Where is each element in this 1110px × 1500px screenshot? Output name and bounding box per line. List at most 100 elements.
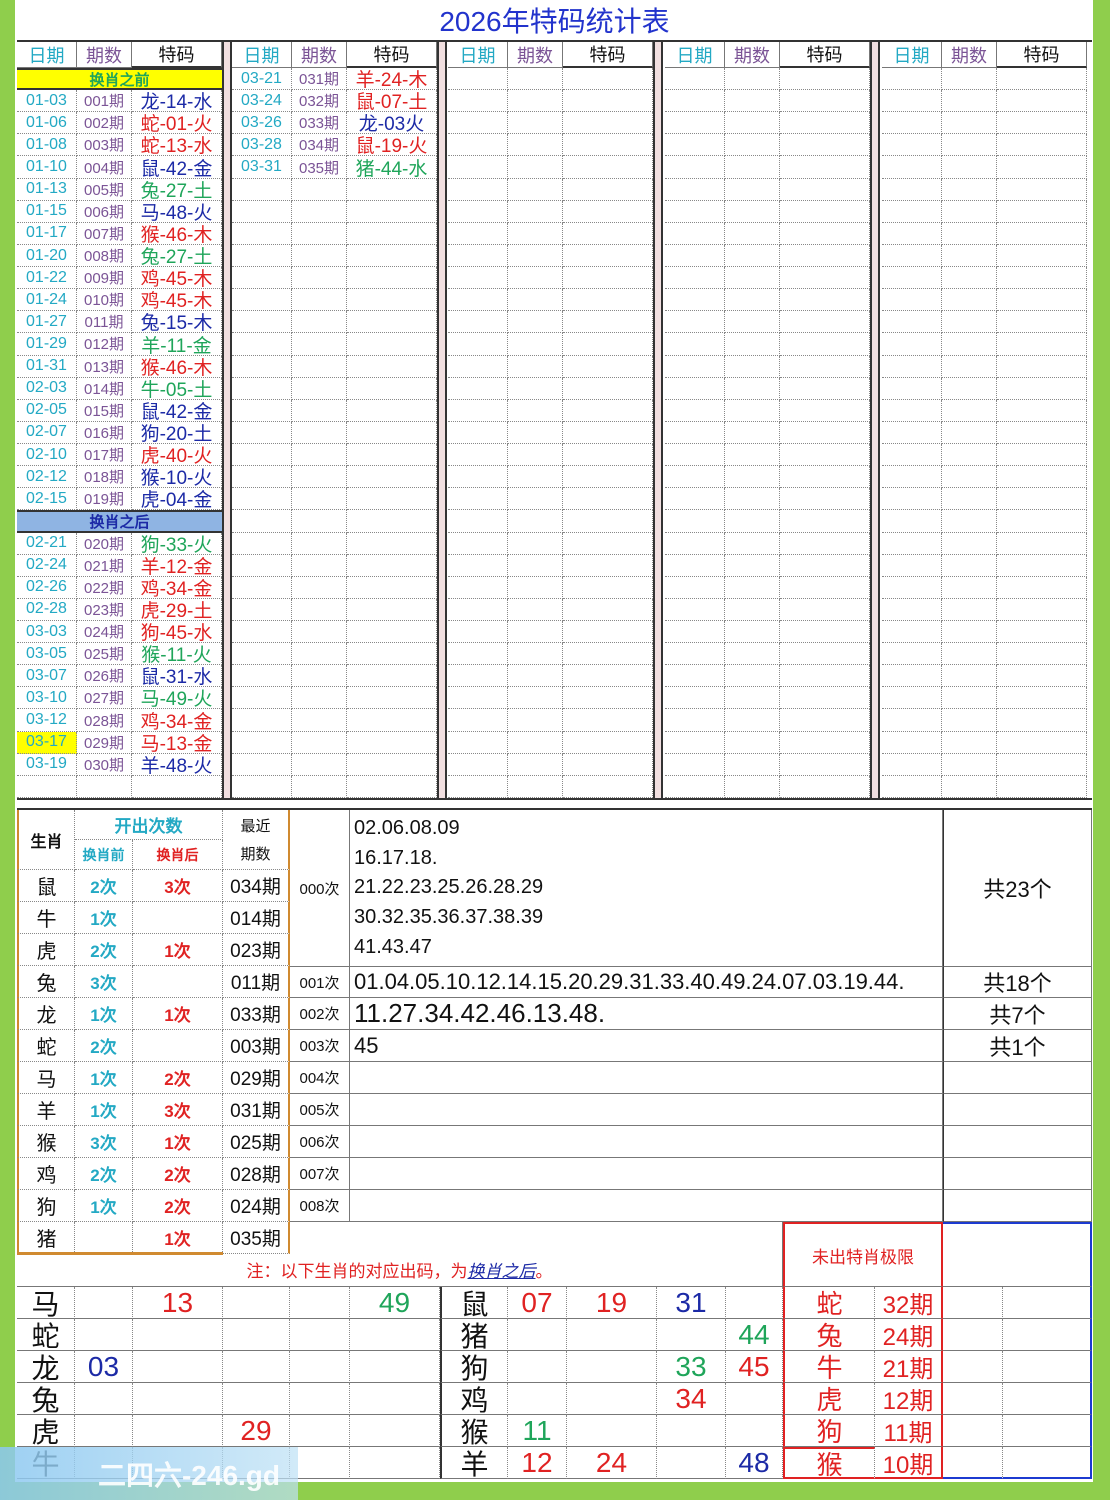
frequency-numbers [350, 1094, 943, 1126]
empty-cell [508, 753, 563, 776]
empty-cell [232, 731, 292, 754]
empty-cell [780, 377, 870, 400]
empty-cell [292, 267, 347, 290]
row-period: 034期 [292, 134, 347, 157]
empty-cell [997, 554, 1087, 577]
row-period: 013期 [77, 355, 132, 378]
empty-cell [942, 488, 997, 511]
row-date: 03-28 [232, 134, 292, 157]
blank-box [943, 1222, 1092, 1287]
empty-cell [882, 775, 942, 798]
empty-cell [665, 576, 725, 599]
frequency-total: 共18个 [943, 967, 1092, 998]
empty-cell [508, 687, 563, 710]
empty-cell [997, 112, 1087, 135]
empty-cell [942, 156, 997, 179]
empty-cell [665, 753, 725, 776]
empty-cell [292, 244, 347, 268]
empty-cell [292, 598, 347, 621]
empty-cell [997, 621, 1087, 644]
empty-cell [942, 510, 997, 533]
row-date: 02-24 [17, 554, 77, 577]
map-number [133, 1319, 223, 1351]
row-date: 01-20 [17, 244, 77, 268]
empty-cell [508, 244, 563, 268]
row-date: 03-07 [17, 665, 77, 688]
empty-cell [563, 466, 653, 489]
empty-cell [780, 510, 870, 533]
blank-cell [943, 1351, 1003, 1383]
empty-cell [508, 731, 563, 754]
empty-cell [780, 134, 870, 157]
empty-cell [347, 444, 437, 467]
number-list-line: 30.32.35.36.37.38.39 [354, 906, 544, 929]
recent-period: 003期 [223, 1030, 290, 1062]
empty-cell [508, 621, 563, 644]
blank-cell [943, 1383, 1003, 1415]
empty-cell [563, 399, 653, 422]
count-after [133, 902, 223, 934]
empty-cell [780, 709, 870, 732]
map-number: 44 [726, 1319, 783, 1351]
empty-cell [725, 775, 780, 798]
note-link[interactable]: 换肖之后 [467, 1262, 536, 1281]
empty-cell [448, 731, 508, 754]
empty-cell [997, 709, 1087, 732]
row-code: 龙-14-水 [132, 90, 222, 113]
empty-cell [725, 510, 780, 533]
empty-cell [508, 200, 563, 223]
map-zodiac: 蛇 [17, 1319, 75, 1351]
empty-cell [665, 200, 725, 223]
count-after: 3次 [133, 870, 223, 902]
row-period: 012期 [77, 333, 132, 356]
empty-cell [997, 267, 1087, 290]
header-period: 期数 [725, 42, 780, 68]
row-period: 024期 [77, 621, 132, 644]
map-number [726, 1287, 783, 1319]
recent-period: 031期 [223, 1094, 290, 1126]
empty-cell [780, 222, 870, 245]
row-period: 005期 [77, 178, 132, 201]
empty-cell [942, 178, 997, 201]
map-number [290, 1319, 350, 1351]
empty-cell [725, 333, 780, 356]
map-number [75, 1383, 133, 1415]
recent-header-line: 最近 [240, 818, 271, 836]
empty-cell [780, 665, 870, 688]
empty-cell [563, 775, 653, 798]
empty-cell [232, 554, 292, 577]
row-code: 羊-12-金 [132, 554, 222, 577]
empty-cell [292, 466, 347, 489]
count-after: 1次 [133, 998, 223, 1030]
empty-cell [508, 421, 563, 445]
empty-cell [448, 421, 508, 445]
empty-cell [665, 488, 725, 511]
empty-cell [563, 598, 653, 621]
row-period: 027期 [77, 687, 132, 710]
recent-period: 029期 [223, 1062, 290, 1094]
empty-cell [292, 731, 347, 754]
empty-cell [882, 421, 942, 445]
empty-cell [448, 687, 508, 710]
frequency-total: 共7个 [943, 998, 1092, 1030]
map-number [223, 1383, 290, 1415]
empty-cell [563, 687, 653, 710]
empty-cell [665, 377, 725, 400]
empty-cell [347, 488, 437, 511]
empty-cell [942, 222, 997, 245]
zodiac-name: 鼠 [17, 870, 75, 902]
empty-cell [563, 178, 653, 201]
zodiac-name: 兔 [17, 966, 75, 998]
empty-cell [942, 576, 997, 599]
map-number: 07 [508, 1287, 567, 1319]
empty-cell [725, 90, 780, 113]
empty-cell [725, 156, 780, 179]
empty-cell [942, 399, 997, 422]
empty-cell [508, 222, 563, 245]
row-period: 026期 [77, 665, 132, 688]
map-number [567, 1351, 657, 1383]
empty-cell [292, 377, 347, 400]
empty-cell [347, 643, 437, 666]
empty-cell [448, 399, 508, 422]
frequency-numbers: 45 [350, 1030, 943, 1062]
